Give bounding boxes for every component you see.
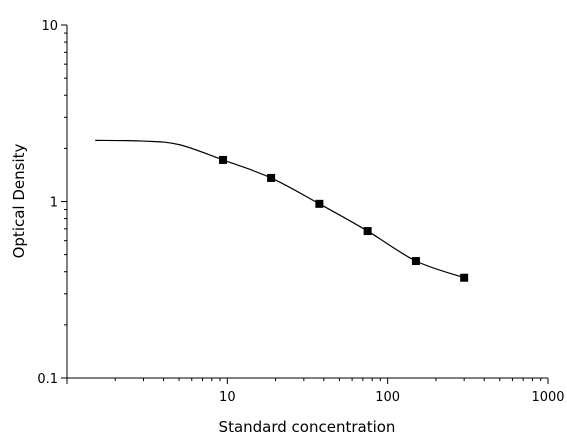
data-point: [411, 257, 420, 266]
y-tick-label: 1: [50, 196, 58, 211]
data-points: [219, 155, 469, 282]
data-point: [267, 173, 276, 182]
data-point: [219, 155, 228, 164]
plot-area: 0.1 1 10 10 100 1000: [37, 19, 564, 405]
data-point: [315, 199, 324, 208]
x-tick-label: 10: [219, 390, 236, 405]
y-axis-ticks: 0.1 1 10: [37, 19, 67, 387]
x-axis-label: Standard concentration: [219, 418, 396, 436]
fit-curve: [95, 139, 465, 279]
data-point: [363, 227, 372, 236]
y-tick-label: 10: [41, 19, 58, 34]
x-tick-label: 1000: [531, 390, 564, 405]
x-tick-label: 100: [375, 390, 400, 405]
x-axis-ticks: 10 100 1000: [66, 378, 565, 405]
data-point: [460, 273, 469, 282]
y-axis-label: Optical Density: [10, 143, 28, 258]
y-tick-label: 0.1: [37, 372, 58, 387]
